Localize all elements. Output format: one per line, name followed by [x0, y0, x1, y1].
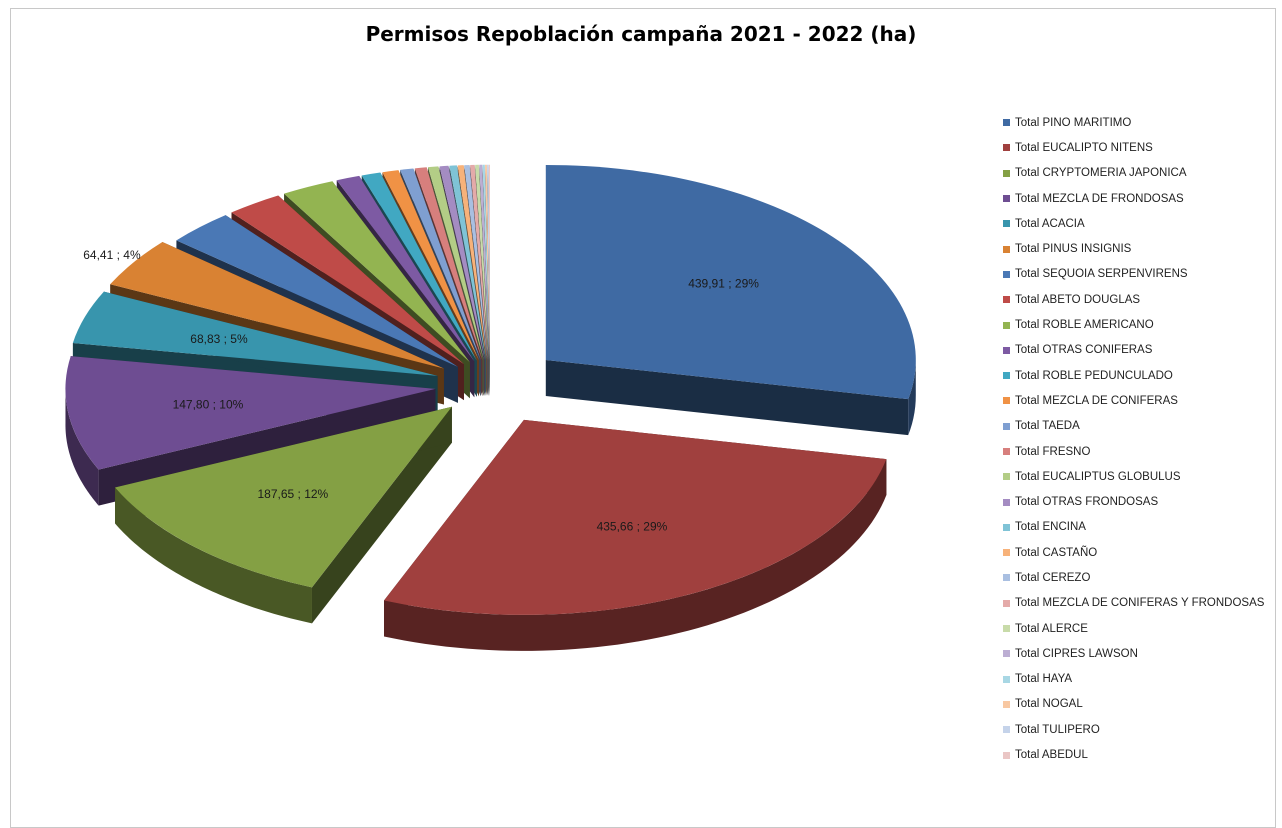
legend-label: Total MEZCLA DE CONIFERAS: [1015, 394, 1178, 407]
legend-swatch: [1003, 346, 1010, 354]
legend-item: Total SEQUOIA SERPENVIRENS: [1003, 262, 1264, 287]
legend-label: Total ACACIA: [1015, 217, 1085, 230]
legend-swatch: [1003, 119, 1010, 127]
legend-label: Total PINUS INSIGNIS: [1015, 243, 1132, 256]
legend-item: Total CIPRES LAWSON: [1003, 641, 1264, 666]
legend-item: Total ABETO DOUGLAS: [1003, 287, 1264, 312]
slice-data-label: 68,83 ; 5%: [190, 332, 248, 346]
legend-swatch: [1003, 296, 1010, 304]
legend-item: Total ROBLE PEDUNCULADO: [1003, 363, 1264, 388]
legend-label: Total FRESNO: [1015, 445, 1091, 458]
slice-data-label: 64,41 ; 4%: [83, 248, 141, 262]
legend-label: Total CASTAÑO: [1015, 546, 1098, 559]
legend-item: Total OTRAS CONIFERAS: [1003, 338, 1264, 363]
legend-label: Total OTRAS FRONDOSAS: [1015, 496, 1159, 509]
legend-item: Total ENCINA: [1003, 515, 1264, 540]
legend-item: Total ALERCE: [1003, 616, 1264, 641]
legend-swatch: [1003, 700, 1010, 708]
legend-item: Total ABEDUL: [1003, 742, 1264, 767]
legend-swatch: [1003, 523, 1010, 531]
legend-item: Total TULIPERO: [1003, 717, 1264, 742]
slice-data-label: 187,65 ; 12%: [257, 487, 328, 501]
legend-swatch: [1003, 372, 1010, 380]
legend-swatch: [1003, 498, 1010, 506]
legend-swatch: [1003, 422, 1010, 430]
legend-item: Total MEZCLA DE CONIFERAS: [1003, 388, 1264, 413]
slice-data-label: 435,66 ; 29%: [597, 520, 668, 534]
legend-label: Total ALERCE: [1015, 622, 1088, 635]
legend-item: Total MEZCLA DE CONIFERAS Y FRONDOSAS: [1003, 591, 1264, 616]
legend-label: Total ABEDUL: [1015, 749, 1088, 762]
chart-title: Permisos Repoblación campaña 2021 - 2022…: [365, 22, 917, 46]
legend-swatch: [1003, 448, 1010, 455]
legend-swatch: [1003, 321, 1010, 329]
legend-item: Total CASTAÑO: [1003, 540, 1264, 565]
legend-item: Total MEZCLA DE FRONDOSAS: [1003, 186, 1264, 211]
legend-label: Total TAEDA: [1015, 420, 1080, 433]
legend-label: Total CEREZO: [1015, 571, 1091, 584]
pie-slice: [384, 419, 887, 651]
legend-label: Total MEZCLA DE FRONDOSAS: [1015, 192, 1184, 205]
slice-data-label: 147,80 ; 10%: [173, 397, 244, 411]
legend-label: Total EUCALIPTUS GLOBULUS: [1015, 470, 1181, 483]
legend-item: Total PINO MARITIMO: [1003, 110, 1264, 135]
legend-item: Total HAYA: [1003, 667, 1264, 692]
legend-label: Total MEZCLA DE CONIFERAS Y FRONDOSAS: [1015, 597, 1265, 610]
legend-label: Total EUCALIPTO NITENS: [1015, 141, 1153, 154]
legend-label: Total SEQUOIA SERPENVIRENS: [1015, 268, 1188, 281]
legend-item: Total NOGAL: [1003, 692, 1264, 717]
slice-data-label: 439,91 ; 29%: [688, 277, 759, 291]
legend-item: Total ROBLE AMERICANO: [1003, 312, 1264, 337]
legend-label: Total CIPRES LAWSON: [1015, 647, 1138, 660]
legend-swatch: [1003, 144, 1010, 152]
legend-item: Total OTRAS FRONDOSAS: [1003, 489, 1264, 514]
legend-swatch: [1003, 195, 1010, 203]
pie-slice: [545, 164, 916, 436]
legend-item: Total CRYPTOMERIA JAPONICA: [1003, 161, 1264, 186]
legend: Total PINO MARITIMO Total EUCALIPTO NITEN…: [1003, 110, 1264, 768]
legend-swatch: [1003, 675, 1010, 683]
legend-item: Total CEREZO: [1003, 565, 1264, 590]
legend-item: Total ACACIA: [1003, 211, 1264, 236]
legend-swatch: [1003, 270, 1010, 278]
legend-swatch: [1003, 751, 1010, 759]
legend-swatch: [1003, 245, 1010, 253]
legend-label: Total CRYPTOMERIA JAPONICA: [1015, 167, 1187, 180]
legend-swatch: [1003, 473, 1010, 481]
legend-item: Total FRESNO: [1003, 439, 1264, 464]
legend-item: Total TAEDA: [1003, 414, 1264, 439]
legend-swatch: [1003, 169, 1010, 177]
legend-label: Total ROBLE AMERICANO: [1015, 319, 1154, 332]
legend-label: Total ROBLE PEDUNCULADO: [1015, 369, 1173, 382]
pie-slice: [115, 406, 452, 624]
legend-item: Total EUCALIPTO NITENS: [1003, 135, 1264, 160]
legend-swatch: [1003, 625, 1010, 633]
legend-swatch: [1003, 549, 1010, 557]
legend-label: Total NOGAL: [1015, 698, 1083, 711]
legend-swatch: [1003, 650, 1010, 658]
legend-swatch: [1003, 726, 1010, 734]
legend-swatch: [1003, 574, 1010, 582]
legend-label: Total PINO MARITIMO: [1015, 116, 1132, 129]
legend-swatch: [1003, 599, 1010, 607]
legend-swatch: [1003, 220, 1010, 228]
legend-label: Total HAYA: [1015, 673, 1073, 686]
legend-item: Total EUCALIPTUS GLOBULUS: [1003, 464, 1264, 489]
legend-item: Total PINUS INSIGNIS: [1003, 236, 1264, 261]
pie-slice: [488, 164, 490, 396]
legend-label: Total TULIPERO: [1015, 723, 1100, 736]
legend-label: Total OTRAS CONIFERAS: [1015, 344, 1153, 357]
legend-swatch: [1003, 397, 1010, 405]
legend-label: Total ENCINA: [1015, 521, 1086, 534]
legend-label: Total ABETO DOUGLAS: [1015, 293, 1141, 306]
